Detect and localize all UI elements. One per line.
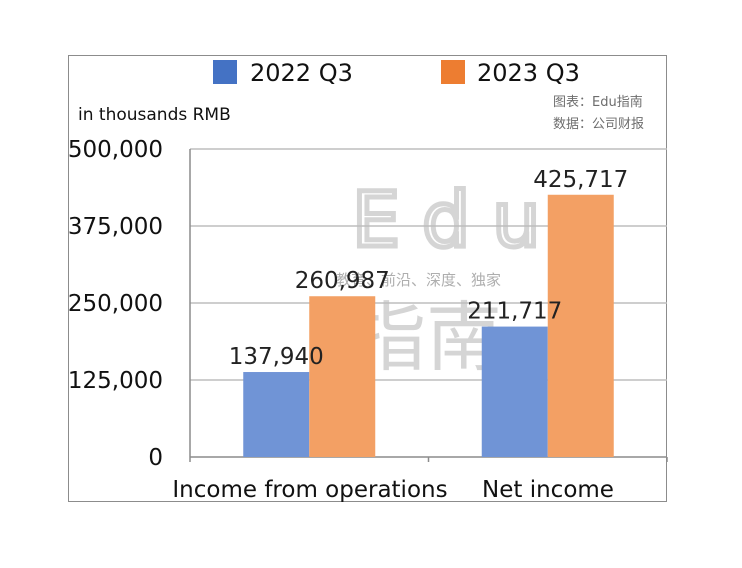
watermark-brand: Edu <box>352 175 562 264</box>
bar-value-label: 425,717 <box>533 167 628 193</box>
y-tick-labels: 0 125,000 250,000 375,000 500,000 <box>68 137 163 471</box>
category-label: Net income <box>482 477 614 503</box>
source-data-credit: 数据：公司财报 <box>553 117 644 132</box>
bar <box>481 326 548 457</box>
x-axis-ticks <box>189 457 668 462</box>
legend-swatch-2023-q3 <box>441 60 465 84</box>
legend-label-2022-q3: 2022 Q3 <box>250 59 353 87</box>
chart-frame <box>68 55 667 502</box>
bars <box>243 194 614 457</box>
watermark: Edu 教育、前沿、深度、独家 指南 <box>336 173 562 383</box>
y-tick-label: 375,000 <box>68 214 163 240</box>
legend-swatch-2022-q3 <box>213 60 237 84</box>
y-axis-unit-label: in thousands RMB <box>78 105 231 125</box>
category-label: Income from operations <box>172 477 447 503</box>
bar-value-label: 211,717 <box>467 299 562 325</box>
y-tick-label: 500,000 <box>68 137 163 163</box>
legend-label-2023-q3: 2023 Q3 <box>477 59 580 87</box>
value-labels: 137,940 260,987 211,717 425,717 <box>229 167 629 370</box>
bar-value-label: 137,940 <box>229 344 324 370</box>
source-chart-credit: 图表：Edu指南 <box>553 94 643 110</box>
bar-value-label: 260,987 <box>295 268 390 294</box>
y-tick-label: 0 <box>148 445 163 471</box>
y-tick-label: 125,000 <box>68 368 163 394</box>
watermark-cn: 指南 <box>350 293 502 382</box>
category-labels: Income from operations Net income <box>172 477 614 503</box>
bar <box>243 372 310 457</box>
bar <box>309 296 376 457</box>
bar <box>547 194 614 457</box>
legend: 2022 Q3 2023 Q3 <box>213 59 580 87</box>
y-tick-label: 250,000 <box>68 291 163 317</box>
watermark-slogan: 教育、前沿、深度、独家 <box>336 271 501 289</box>
